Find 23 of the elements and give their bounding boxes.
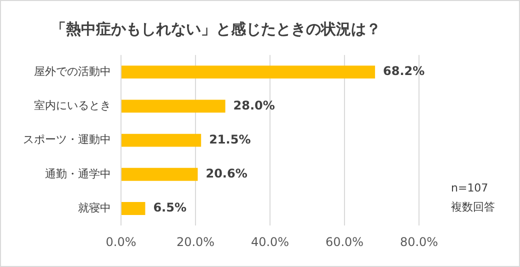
x-tick-label: 60.0% (325, 234, 364, 249)
data-label: 21.5% (209, 132, 251, 146)
bar (122, 134, 202, 147)
data-label: 6.5% (153, 200, 186, 215)
bar (122, 100, 226, 113)
bar (122, 202, 146, 216)
bar (122, 66, 376, 79)
y-tick-label: 室内にいるとき (34, 99, 111, 112)
text: 複数回答 (451, 200, 495, 214)
text: n=107 (451, 181, 488, 194)
chart-title: 「熱中症かもしれない」と感じたときの状況は？ (51, 20, 381, 38)
x-tick-label: 40.0% (250, 234, 290, 249)
x-tick-label: 20.0% (176, 234, 215, 249)
data-label: 68.2% (383, 64, 425, 78)
y-tick-label: 通勤・通学中 (45, 167, 111, 180)
x-tick-label: 80.0% (400, 234, 438, 249)
bar (122, 168, 198, 181)
y-tick-label: スポーツ・運動中 (23, 133, 111, 146)
x-tick-label: 0.0% (106, 234, 136, 249)
data-label: 28.0% (233, 98, 275, 112)
y-tick-label: 就寝中 (78, 201, 111, 214)
y-tick-label: 屋外での活動中 (34, 64, 111, 78)
data-label: 20.6% (206, 166, 248, 181)
